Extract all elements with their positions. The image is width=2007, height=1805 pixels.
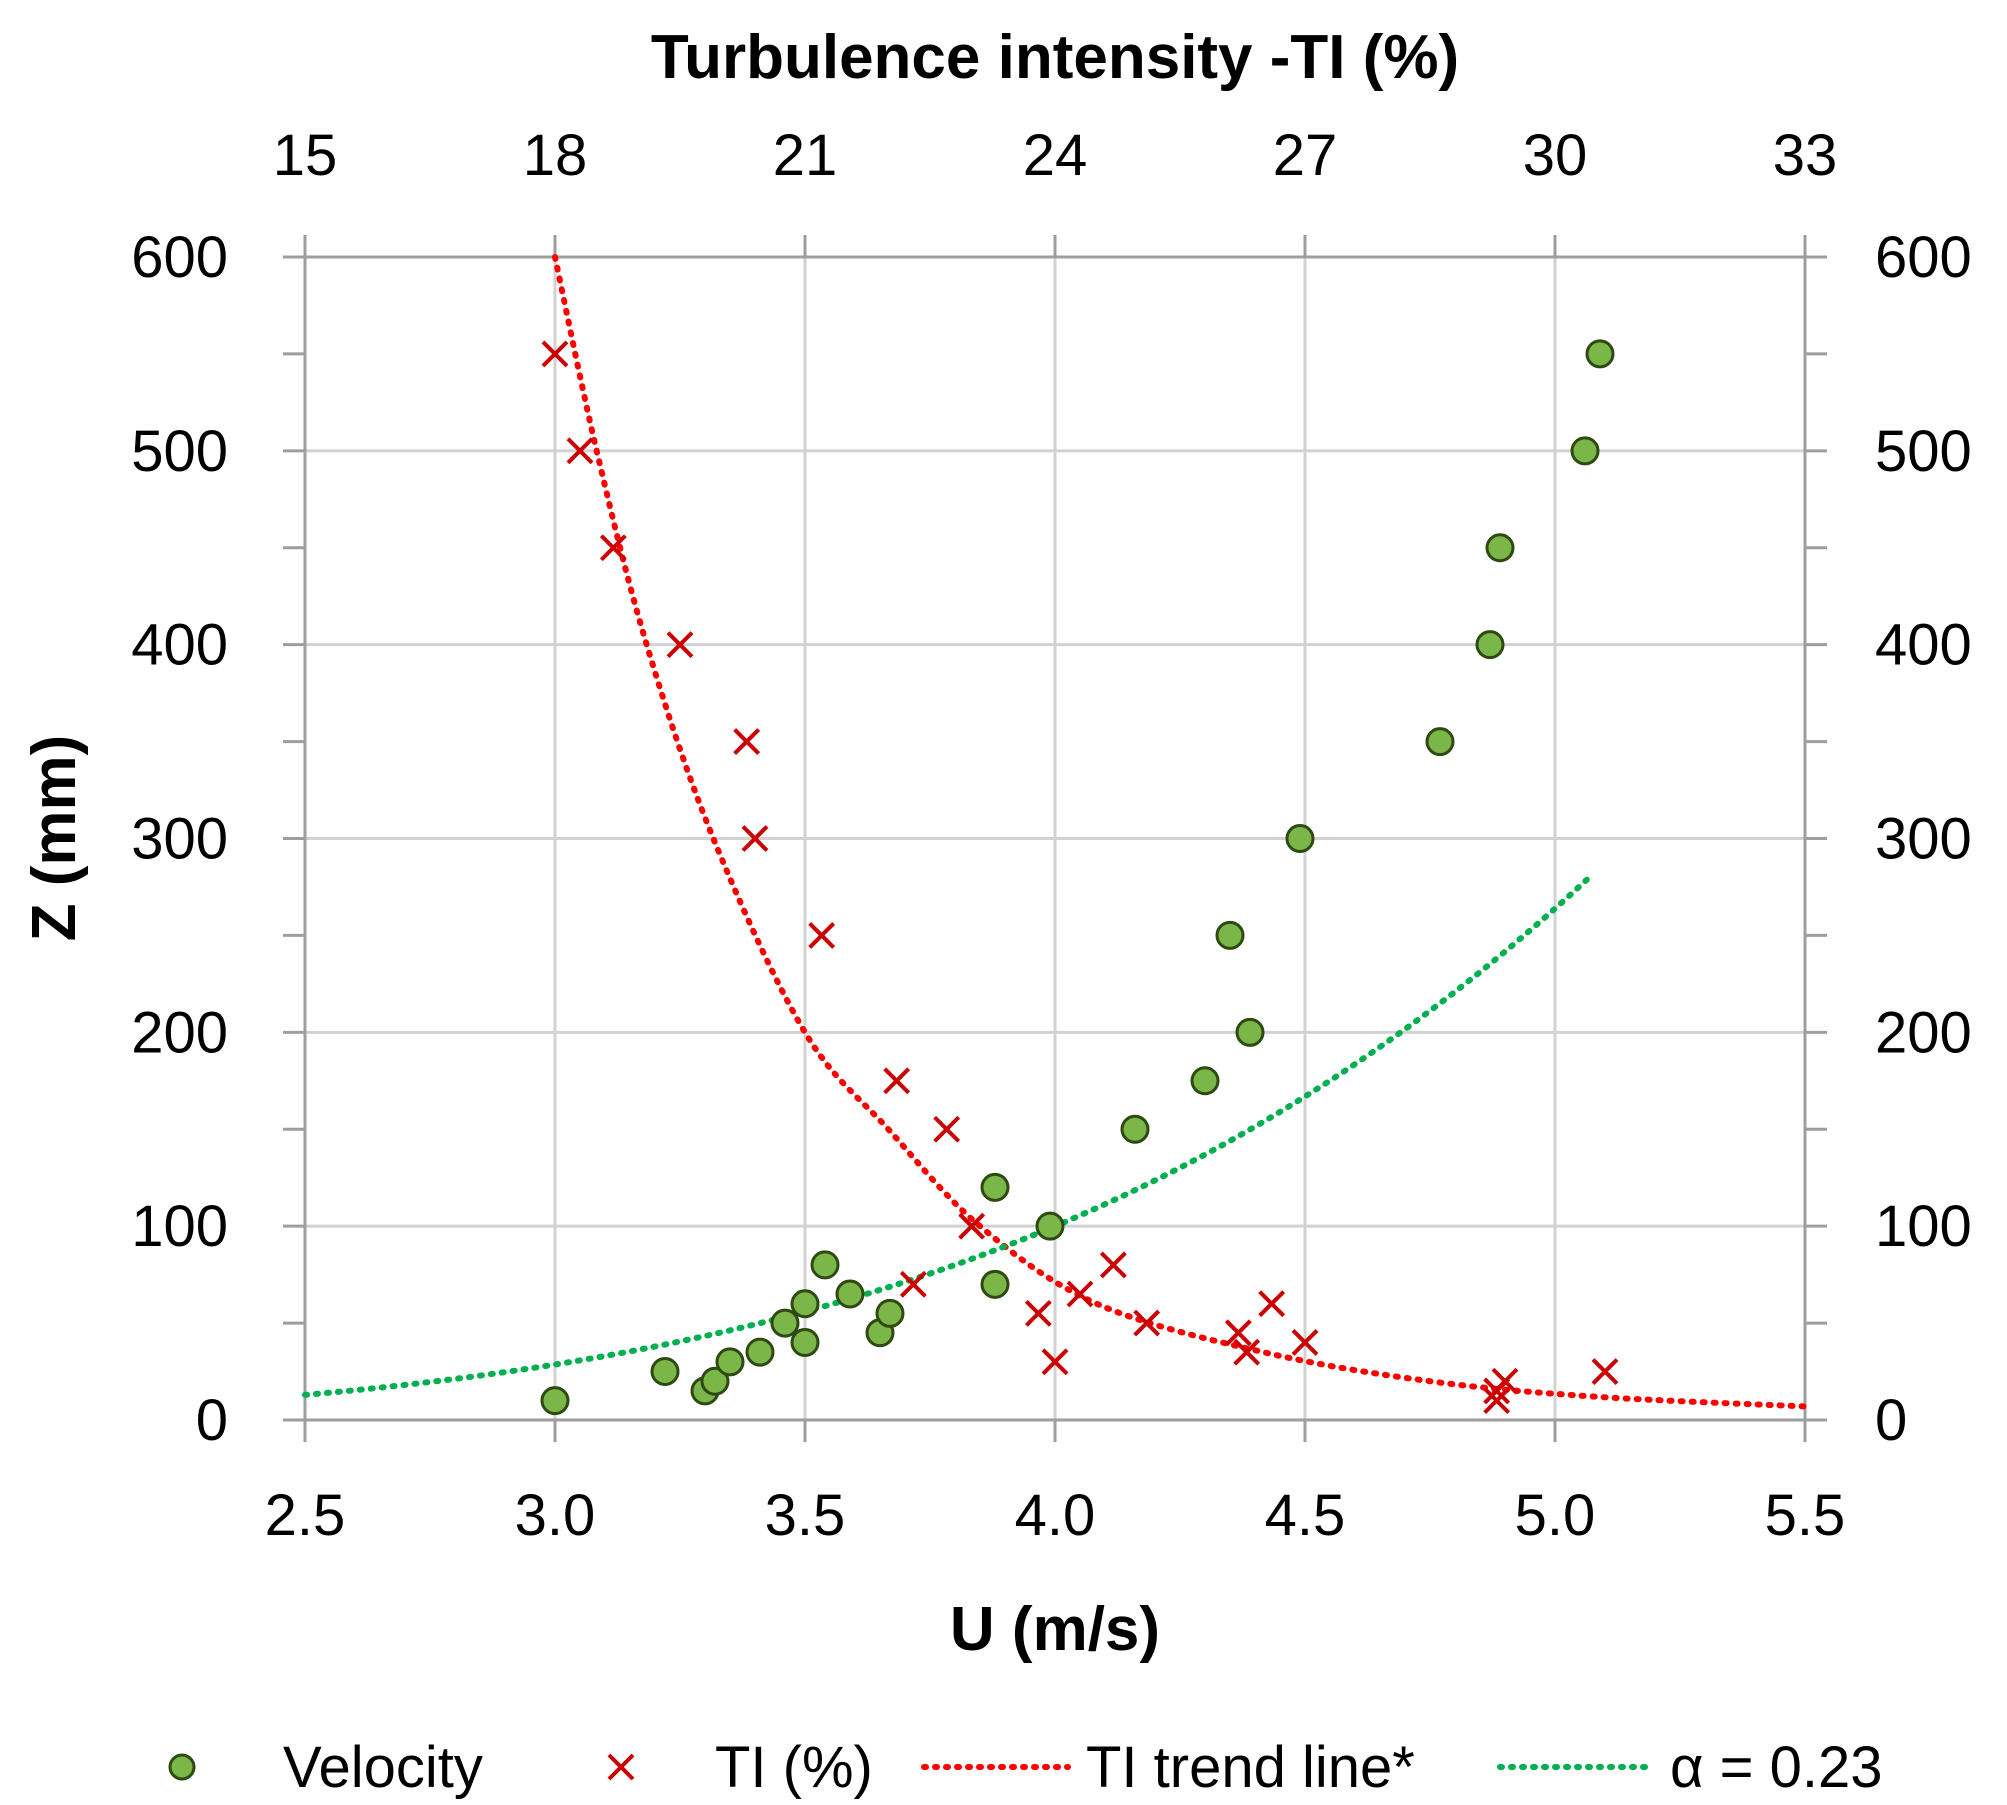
top-tick-label: 21 xyxy=(773,123,838,188)
left-tick-label: 400 xyxy=(131,613,228,678)
ti-point xyxy=(1066,1280,1094,1308)
velocity-point xyxy=(1585,339,1615,369)
top-tick-label: 33 xyxy=(1773,123,1838,188)
top-axis-title: Turbulence intensity -TI (%) xyxy=(651,23,1459,92)
bottom-tick-label: 2.5 xyxy=(265,1483,346,1548)
ti-point xyxy=(1491,1367,1519,1395)
ti-point xyxy=(883,1067,911,1095)
left-tick-label: 500 xyxy=(131,419,228,484)
top-tick-label: 27 xyxy=(1273,123,1338,188)
velocity-point xyxy=(810,1250,840,1280)
bottom-tick-label: 3.0 xyxy=(515,1483,596,1548)
legend-alpha-label: α = 0.23 xyxy=(1670,1735,1883,1800)
ti-point xyxy=(566,437,594,465)
bottom-tick-label: 5.5 xyxy=(1765,1483,1846,1548)
left-tick-label: 100 xyxy=(131,1194,228,1259)
velocity-point xyxy=(1485,533,1515,563)
velocity-point xyxy=(835,1279,865,1309)
bottom-tick-label: 5.0 xyxy=(1515,1483,1596,1548)
ti-point xyxy=(1041,1348,1069,1376)
velocity-point xyxy=(745,1337,775,1367)
velocity-point xyxy=(875,1298,905,1328)
ti-point xyxy=(1483,1387,1511,1415)
ti-point xyxy=(666,631,694,659)
alpha-profile-line xyxy=(302,873,1593,1398)
ti-point xyxy=(599,534,627,562)
right-tick-label: 500 xyxy=(1875,419,1972,484)
left-tick-label: 200 xyxy=(131,1000,228,1065)
top-tick-label: 15 xyxy=(273,123,338,188)
legend-velocity-label: Velocity xyxy=(283,1735,483,1800)
velocity-point xyxy=(1120,1114,1150,1144)
left-tick-label: 600 xyxy=(131,225,228,290)
velocity-point xyxy=(1190,1066,1220,1096)
ti-point xyxy=(899,1270,927,1298)
plot-frame xyxy=(303,255,1807,1422)
right-tick-label: 0 xyxy=(1875,1388,1907,1453)
right-tick-label: 100 xyxy=(1875,1194,1972,1259)
bottom-tick-label: 4.5 xyxy=(1265,1483,1346,1548)
velocity-point xyxy=(1235,1017,1265,1047)
ti-point xyxy=(1591,1358,1619,1385)
ti-point xyxy=(541,340,569,368)
velocity-point xyxy=(540,1386,570,1416)
legend: Velocity TI (%) TI trend line* α = 0.23 xyxy=(168,1735,1883,1800)
bottom-axis-title: U (m/s) xyxy=(950,1595,1160,1664)
gridlines xyxy=(283,235,1827,1442)
ti-point xyxy=(1258,1290,1286,1318)
velocity-point xyxy=(1215,920,1245,950)
ti-point xyxy=(808,922,836,949)
ti-point xyxy=(1133,1309,1161,1337)
ti-point xyxy=(1099,1251,1127,1279)
velocity-point xyxy=(980,1172,1010,1202)
velocity-point xyxy=(1285,824,1315,853)
velocity-point xyxy=(700,1366,730,1396)
velocity-point xyxy=(715,1347,745,1377)
tick-labels: 2.5 3.0 3.5 4.0 4.5 5.0 5.5 15 18 21 24 27 30 33 0 100 2… xyxy=(131,123,1972,1548)
legend-velocity-marker xyxy=(168,1753,196,1781)
ti-point xyxy=(1233,1338,1261,1366)
velocity-point xyxy=(1425,727,1455,757)
bottom-tick-label: 3.5 xyxy=(765,1483,846,1548)
ti-point xyxy=(958,1212,986,1240)
legend-ti-label: TI (%) xyxy=(715,1735,873,1800)
ti-point xyxy=(1224,1319,1252,1347)
legend-ti-marker xyxy=(607,1753,635,1781)
right-tick-label: 400 xyxy=(1875,613,1972,678)
velocity-point xyxy=(1035,1211,1065,1241)
ti-point xyxy=(741,825,769,852)
right-tick-label: 300 xyxy=(1875,807,1972,872)
velocity-point xyxy=(790,1289,820,1319)
velocity-point xyxy=(650,1357,680,1387)
top-tick-label: 30 xyxy=(1523,123,1588,188)
ti-point xyxy=(1024,1299,1052,1327)
velocity-point xyxy=(790,1327,820,1357)
velocity-point xyxy=(1475,630,1505,660)
left-axis-title: Z (mm) xyxy=(20,735,89,942)
left-tick-label: 300 xyxy=(131,807,228,872)
legend-ti-trend-label: TI trend line* xyxy=(1086,1735,1415,1800)
ti-point xyxy=(733,728,761,755)
ti-point xyxy=(933,1115,961,1143)
trend-lines xyxy=(302,254,1808,1410)
top-tick-label: 24 xyxy=(1023,123,1088,188)
bottom-tick-label: 4.0 xyxy=(1015,1483,1096,1548)
ti-point xyxy=(1291,1329,1319,1356)
velocity-point xyxy=(980,1269,1010,1299)
velocity-point xyxy=(1570,436,1600,466)
top-tick-label: 18 xyxy=(523,123,588,188)
ti-trend-line xyxy=(552,254,1808,1410)
data-markers xyxy=(540,339,1619,1416)
velocity-point xyxy=(770,1308,800,1338)
right-tick-label: 200 xyxy=(1875,1000,1972,1065)
left-tick-label: 0 xyxy=(196,1388,228,1453)
right-tick-label: 600 xyxy=(1875,225,1972,290)
